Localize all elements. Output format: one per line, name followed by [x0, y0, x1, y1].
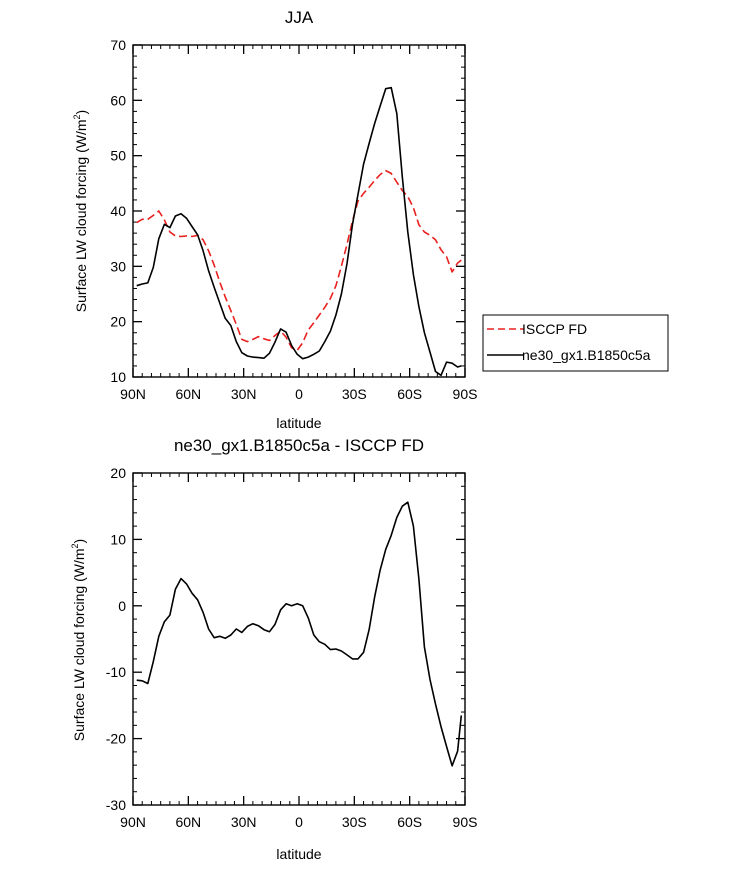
chart-bottom-x-tick-label: 60N — [175, 814, 201, 830]
chart-bottom-x-ticks: 90N 60N 30N 0 30S 60S 90S — [120, 473, 477, 830]
chart-bottom-y-axis-label-close: ) — [71, 539, 87, 544]
legend-label-model: ne30_gx1.B1850c5a — [522, 347, 651, 363]
legend: ISCCP FD ne30_gx1.B1850c5a — [482, 314, 669, 372]
chart-bottom-x-tick-label: 0 — [295, 814, 303, 830]
chart-bottom-y-axis-label-sup: 2 — [70, 543, 80, 548]
chart-bottom-y-tick-label: -10 — [106, 664, 126, 680]
chart-top-y-tick-label: 30 — [110, 258, 126, 274]
chart-top-y-ticks: 10 20 30 40 50 60 70 — [110, 37, 465, 385]
chart-top-y-tick-label: 10 — [110, 369, 126, 385]
chart-bottom-series-line-0 — [136, 501, 463, 767]
chart-bottom-plot-frame — [132, 472, 466, 806]
chart-top-x-tick-label: 60N — [175, 386, 201, 402]
chart-bottom-y-axis-label: Surface LW cloud forcing (W/m2) — [70, 539, 87, 741]
chart-top-series-line-0 — [136, 169, 462, 352]
chart-bottom-y-tick-label: 0 — [118, 598, 126, 614]
chart-bottom-y-tick-label: 10 — [110, 531, 126, 547]
chart-top-series-line-1 — [136, 86, 462, 377]
chart-top-y-axis-label-close: ) — [73, 110, 89, 115]
chart-top-x-tick-label: 60S — [397, 386, 422, 402]
chart-bottom: ne30_gx1.B1850c5a - ISCCP FD 90N 60N 30N 0 3… — [70, 436, 477, 862]
chart-bottom-title: ne30_gx1.B1850c5a - ISCCP FD — [174, 436, 424, 455]
legend-frame — [482, 314, 669, 372]
chart-top-y-tick-label: 40 — [110, 203, 126, 219]
chart-top-x-tick-label: 90S — [453, 386, 478, 402]
chart-top-y-tick-label: 50 — [110, 148, 126, 164]
chart-top-y-axis-label-main: Surface LW cloud forcing (W/m — [73, 120, 89, 313]
legend-label-isccp: ISCCP FD — [522, 321, 587, 337]
chart-bottom-x-tick-label: 90N — [120, 814, 146, 830]
chart-top-x-tick-label: 30S — [342, 386, 367, 402]
chart-bottom-y-tick-label: -20 — [106, 731, 126, 747]
chart-bottom-series — [136, 501, 463, 767]
chart-bottom-y-ticks: -30 -20 -10 0 10 20 — [106, 465, 465, 813]
chart-top-x-ticks: 90N 60N 30N 0 30S 60S 90S — [120, 45, 477, 402]
chart-bottom-x-tick-label: 90S — [453, 814, 478, 830]
chart-top-y-tick-label: 70 — [110, 37, 126, 53]
chart-top-x-tick-label: 90N — [120, 386, 146, 402]
chart-bottom-y-axis-label-main: Surface LW cloud forcing (W/m — [71, 549, 87, 742]
chart-bottom-x-axis-label: latitude — [276, 846, 321, 862]
chart-top-x-axis-label: latitude — [276, 415, 321, 431]
chart-bottom-x-tick-label: 30S — [342, 814, 367, 830]
chart-bottom-y-tick-label: -30 — [106, 797, 126, 813]
chart-top-y-tick-label: 20 — [110, 314, 126, 330]
chart-top-title: JJA — [285, 8, 314, 27]
chart-top-x-tick-label: 30N — [231, 386, 257, 402]
chart-top-y-axis-label-sup: 2 — [72, 114, 82, 119]
chart-bottom-x-tick-label: 30N — [231, 814, 257, 830]
chart-bottom-x-tick-label: 60S — [397, 814, 422, 830]
chart-top-series — [136, 86, 462, 377]
chart-top-x-tick-label: 0 — [295, 386, 303, 402]
chart-top-y-axis-label: Surface LW cloud forcing (W/m2) — [72, 110, 89, 312]
chart-top: JJA 90N 60N 30N 0 30S 60S 90S 10 20 30 40 50 60 70 l… — [72, 8, 477, 431]
chart-bottom-y-tick-label: 20 — [110, 465, 126, 481]
chart-top-y-tick-label: 60 — [110, 92, 126, 108]
